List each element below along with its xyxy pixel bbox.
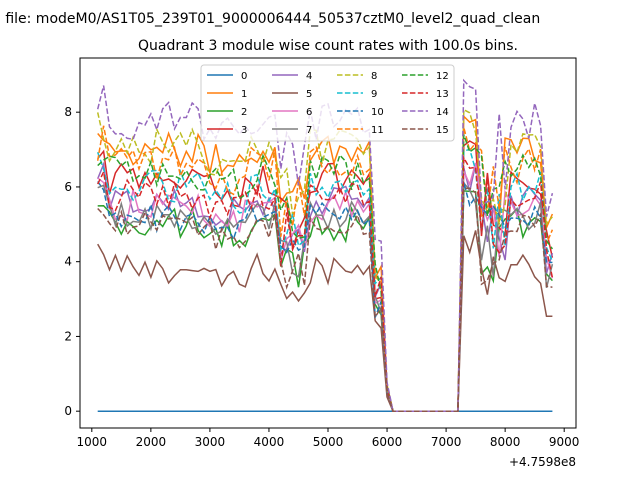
legend-label-3: 3 (241, 125, 247, 136)
legend-label-9: 9 (371, 89, 377, 100)
legend-label-14: 14 (436, 107, 449, 118)
y-tick-label: 6 (64, 180, 72, 194)
legend-label-11: 11 (371, 125, 384, 136)
legend-label-8: 8 (371, 71, 377, 82)
series-line-3 (97, 140, 554, 412)
legend-label-5: 5 (306, 89, 312, 100)
series-line-15 (97, 187, 553, 412)
legend-box (200, 64, 455, 142)
series-line-6 (97, 162, 554, 412)
x-tick-label: 1000 (77, 435, 108, 449)
y-tick-label: 4 (64, 255, 72, 269)
series-line-1 (97, 114, 554, 412)
x-tick-label: 9000 (549, 435, 580, 449)
legend-label-2: 2 (241, 107, 247, 118)
y-tick-label: 0 (64, 404, 72, 418)
figure-suptitle: n file: modeM0/AS1T05_239T01_9000006444_… (0, 11, 540, 27)
legend-label-13: 13 (436, 89, 449, 100)
series-line-5 (97, 230, 553, 412)
x-tick-label: 2000 (136, 435, 167, 449)
y-tick-label: 2 (64, 329, 72, 343)
legend-label-12: 12 (436, 71, 449, 82)
legend-label-7: 7 (306, 125, 312, 136)
y-axis: 0 2 4 6 8 (64, 105, 80, 418)
legend-label-6: 6 (306, 107, 312, 118)
x-tick-label: 3000 (195, 435, 226, 449)
legend-label-15: 15 (436, 125, 449, 136)
y-tick-label: 8 (64, 105, 72, 119)
x-tick-label: 7000 (431, 435, 462, 449)
x-offset-label: +4.7598e8 (509, 455, 576, 469)
legend-label-10: 10 (371, 107, 384, 118)
legend-label-4: 4 (306, 71, 312, 82)
series-line-8 (96, 108, 553, 412)
x-tick-label: 8000 (490, 435, 521, 449)
series-line-12 (97, 134, 554, 412)
legend-label-1: 1 (241, 89, 247, 100)
chart-title: Quadrant 3 module wise count rates with … (138, 38, 518, 54)
x-tick-label: 5000 (313, 435, 344, 449)
series-line-11 (96, 125, 554, 412)
legend-label-0: 0 (241, 71, 247, 82)
x-axis: 1000 2000 3000 4000 5000 6000 7000 8000 9000 (77, 428, 580, 449)
series-line-13 (97, 155, 554, 412)
x-tick-label: 4000 (254, 435, 285, 449)
x-tick-label: 6000 (372, 435, 403, 449)
